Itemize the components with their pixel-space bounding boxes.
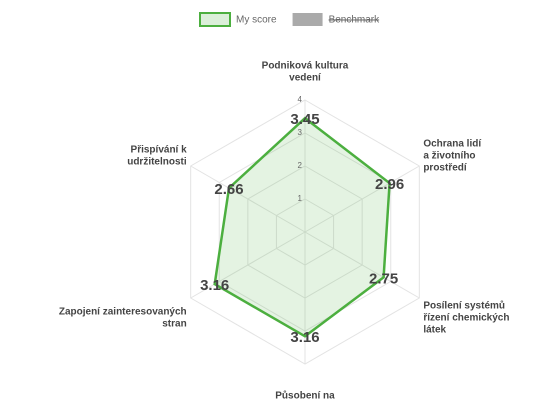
value-label: 3.45: [290, 111, 319, 128]
spoke: [190, 231, 306, 299]
axis-label: stran: [162, 319, 186, 330]
tick-label: 3: [298, 128, 303, 137]
legend-swatch: [292, 13, 323, 26]
value-label: 2.96: [375, 176, 404, 193]
spoke: [304, 165, 420, 233]
axis-label: Přispívání k: [131, 145, 188, 156]
legend-label: My score: [236, 15, 277, 26]
axis-label: Podniková kultura: [262, 61, 349, 72]
score-area: [213, 116, 391, 338]
axis-label: Zapojení zainteresovaných: [59, 307, 187, 318]
value-label: 3.16: [200, 277, 229, 294]
axis-label: udržitelnosti: [127, 157, 187, 168]
axis-label: látek: [423, 325, 446, 336]
tick-label: 2: [298, 161, 303, 170]
axis-label: Působení na: [275, 390, 335, 400]
tick-label: 4: [298, 95, 303, 104]
value-label: 3.16: [290, 329, 319, 346]
legend-swatch: [199, 12, 231, 27]
axis-label: Ochrana lidí: [423, 139, 482, 150]
value-label: 2.75: [369, 270, 398, 287]
legend-label: Benchmark: [329, 15, 381, 26]
axis-label: a životního: [423, 151, 475, 162]
spoke: [190, 165, 306, 233]
axis-label: řízení chemických: [423, 313, 509, 324]
value-label: 2.66: [214, 181, 243, 198]
axis-label: Posílení systémů: [423, 300, 505, 312]
axis-label: prostředí: [423, 163, 468, 174]
tick-label: 1: [298, 194, 303, 203]
axis-label: vedení: [289, 73, 322, 84]
spoke: [304, 231, 420, 299]
